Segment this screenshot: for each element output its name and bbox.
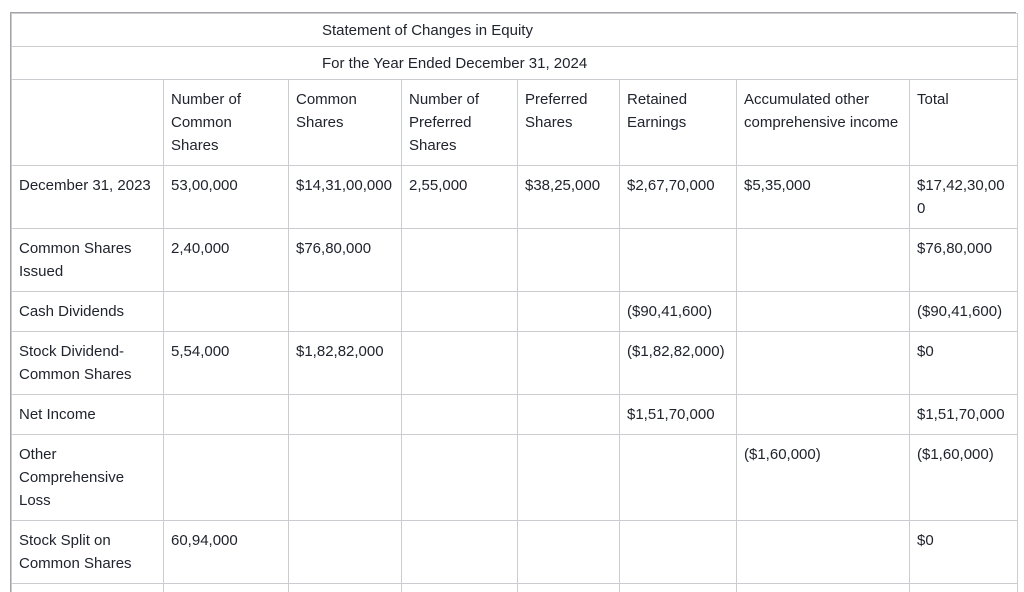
table-cell (401, 291, 518, 332)
table-row: Cash Dividends ($90,41,600) ($90,41,600) (11, 291, 1019, 332)
table-cell (401, 434, 518, 521)
table-cell: 2,55,000 (401, 583, 518, 592)
row-label: December 31, 2023 (11, 165, 164, 229)
table-cell: $38,25,000 (517, 165, 620, 229)
row-label: Stock Split on Common Shares (11, 520, 164, 584)
column-header: Accumulated other comprehensive income (736, 79, 910, 166)
table-cell (517, 291, 620, 332)
table-cell (288, 520, 402, 584)
table-cell (517, 331, 620, 395)
table-cell: ($90,41,600) (908, 291, 1019, 332)
table-cell: $1,82,82,000 (288, 331, 402, 395)
table-cell (517, 228, 620, 292)
table-title: Statement of Changes in Equity (10, 13, 1019, 47)
title-row: Statement of Changes in Equity (10, 13, 1019, 47)
table-cell (288, 434, 402, 521)
table-cell: $18,78,78,400 (908, 583, 1019, 592)
table-cell: $76,80,000 (288, 228, 402, 292)
table-cell: $14,31,00,000 (288, 165, 402, 229)
table-subtitle: For the Year Ended December 31, 2024 (10, 46, 1019, 80)
table-cell (736, 291, 910, 332)
table-cell: $5,35,000 (736, 165, 910, 229)
table-row: Stock Dividend- Common Shares 5,54,000 $1,… (11, 331, 1019, 395)
table-cell (401, 228, 518, 292)
table-cell (163, 434, 289, 521)
table-cell: 60,94,000 (163, 520, 289, 584)
column-header: Retained Earnings (619, 79, 737, 166)
equity-table: Statement of Changes in Equity For the Y… (10, 13, 1019, 592)
row-label: December 31, 2024 (11, 583, 164, 592)
subtitle-row: For the Year Ended December 31, 2024 (10, 46, 1019, 80)
column-header: Number of Common Shares (163, 79, 289, 166)
row-label-column-header (11, 79, 164, 166)
table-row: December 31, 2023 53,00,000 $14,31,00,000 2… (11, 165, 1019, 229)
table-cell: $0 (908, 520, 1019, 584)
row-label: Stock Dividend- Common Shares (11, 331, 164, 395)
table-row: Other Comprehensive Loss ($1,60,000) ($1,6… (11, 434, 1019, 521)
column-header-row: Number of Common Shares Common Shares Numb… (11, 79, 1019, 166)
table-cell (401, 394, 518, 435)
table-cell (401, 331, 518, 395)
table-cell (619, 434, 737, 521)
table-body: December 31, 2023 53,00,000 $14,31,00,000 2… (11, 165, 1019, 592)
table-cell (401, 520, 518, 584)
table-cell: $17,42,30,000 (908, 165, 1019, 229)
table-cell (163, 394, 289, 435)
table-cell: ($1,60,000) (908, 434, 1019, 521)
table-cell (619, 520, 737, 584)
table-cell (736, 394, 910, 435)
table-cell: ($1,82,82,000) (619, 331, 737, 395)
table-cell: 2,55,000 (401, 165, 518, 229)
table-cell (517, 520, 620, 584)
column-header: Preferred Shares (517, 79, 620, 166)
table-cell: 1,21,88,000 (163, 583, 289, 592)
table-cell: $2,67,70,000 (619, 165, 737, 229)
table-cell: 5,54,000 (163, 331, 289, 395)
table-cell (736, 228, 910, 292)
row-label: Cash Dividends (11, 291, 164, 332)
table-row: Stock Split on Common Shares 60,94,000 $0 (11, 520, 1019, 584)
table-cell (736, 331, 910, 395)
table-cell: ($90,41,600) (619, 291, 737, 332)
table-row: Net Income $1,51,70,000 $1,51,70,000 (11, 394, 1019, 435)
table-cell (163, 291, 289, 332)
column-header: Total (908, 79, 1019, 166)
table-row: Common Shares Issued 2,40,000 $76,80,000 $7… (11, 228, 1019, 292)
table-cell: 2,40,000 (163, 228, 289, 292)
table-cell: $1,51,70,000 (619, 394, 737, 435)
table-cell: 53,00,000 (163, 165, 289, 229)
table-cell: $1,46,16,400 (619, 583, 737, 592)
table-cell (517, 434, 620, 521)
table-cell: $16,90,62,000 (288, 583, 402, 592)
row-label: Net Income (11, 394, 164, 435)
column-header: Common Shares (288, 79, 402, 166)
table-cell: $1,51,70,000 (908, 394, 1019, 435)
table-cell (288, 291, 402, 332)
table-cell: $38,25,000 (517, 583, 620, 592)
table-cell: $76,80,000 (908, 228, 1019, 292)
table-cell (736, 520, 910, 584)
table-cell (288, 394, 402, 435)
statement-of-changes-in-equity-table: Statement of Changes in Equity For the Y… (10, 12, 1019, 592)
table-row: December 31, 20241,21,88,000$16,90,62,00… (11, 583, 1019, 592)
column-header: Number of Preferred Shares (401, 79, 518, 166)
table-cell (517, 394, 620, 435)
table-cell: ($1,60,000) (736, 434, 910, 521)
row-label: Common Shares Issued (11, 228, 164, 292)
table-cell: $3,75,000 (736, 583, 910, 592)
table-cell (619, 228, 737, 292)
row-label: Other Comprehensive Loss (11, 434, 164, 521)
table-cell: $0 (908, 331, 1019, 395)
